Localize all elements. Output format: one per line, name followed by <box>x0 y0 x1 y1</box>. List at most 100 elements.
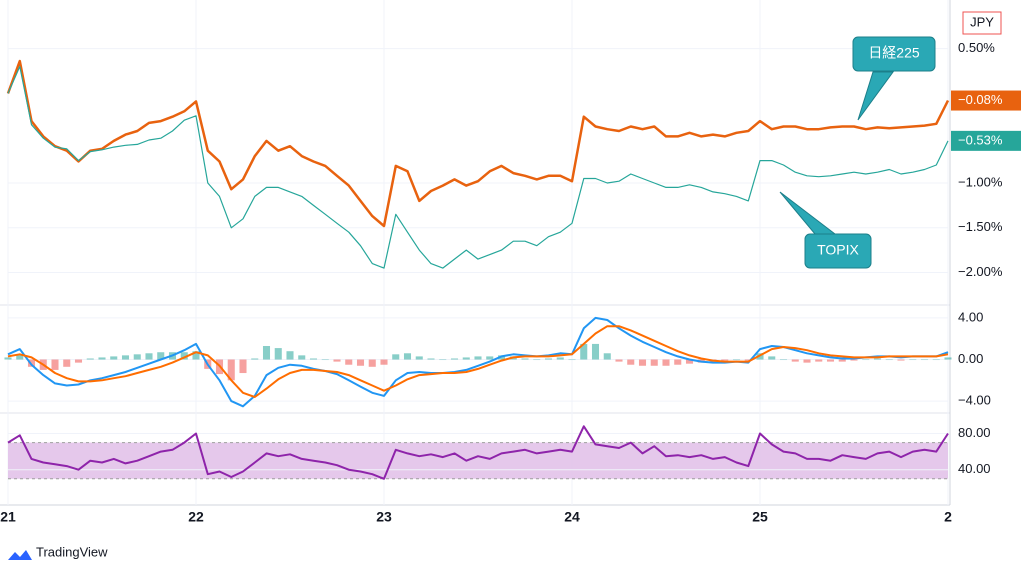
histogram-bar <box>368 359 376 367</box>
histogram-bar <box>415 356 423 360</box>
y-tick-label: −4.00 <box>958 393 991 408</box>
histogram-bar <box>873 358 882 360</box>
currency-box[interactable] <box>962 11 1002 35</box>
histogram-bar <box>791 359 799 362</box>
histogram-bar <box>568 359 576 361</box>
series-line <box>6 59 950 228</box>
series-line <box>7 325 949 398</box>
histogram-bar <box>862 359 870 361</box>
histogram-bar <box>662 359 670 366</box>
histogram-bar <box>16 354 24 360</box>
histogram-bar <box>450 358 459 360</box>
x-tick-label: 21 <box>0 509 16 525</box>
histogram-bar <box>380 359 388 365</box>
series-line <box>7 65 949 269</box>
y-tick-label: −1.00% <box>958 174 1003 189</box>
histogram-bar <box>63 359 71 367</box>
histogram-bar <box>685 359 694 364</box>
callout-pointer <box>857 71 894 121</box>
histogram-bar <box>262 346 271 360</box>
last-value-tag <box>951 130 1021 151</box>
histogram-bar <box>439 359 447 361</box>
histogram-bar <box>474 356 482 360</box>
histogram-bar <box>521 358 529 360</box>
histogram-bar <box>779 359 788 361</box>
last-value-tag <box>951 90 1021 111</box>
last-value-label: −0.08% <box>958 92 1003 107</box>
histogram-bar <box>850 359 858 361</box>
histogram-bar <box>932 359 940 361</box>
callout: 日経225 <box>852 36 936 121</box>
y-tick-label: 80.00 <box>958 425 991 440</box>
brand: TradingView <box>36 544 108 559</box>
histogram-bar <box>51 359 59 370</box>
histogram-bar <box>157 352 165 360</box>
histogram-bar <box>121 355 130 360</box>
histogram-bar <box>74 359 83 363</box>
callout-box <box>804 233 872 269</box>
histogram-bar <box>98 357 106 360</box>
histogram-bar <box>826 359 835 362</box>
histogram-bar <box>580 343 588 360</box>
histogram-bar <box>732 359 741 361</box>
histogram-bar <box>721 359 729 361</box>
histogram-bar <box>356 359 365 366</box>
histogram-bar <box>251 358 259 360</box>
callout-label: 日経225 <box>868 45 920 61</box>
y-tick-label: 40.00 <box>958 461 991 476</box>
last-value-label: −0.53% <box>958 132 1003 147</box>
series-line <box>7 425 949 480</box>
histogram-bar <box>768 356 776 360</box>
histogram-bar <box>4 357 12 360</box>
histogram-bar <box>180 352 188 360</box>
x-tick-label: 22 <box>188 509 204 525</box>
currency[interactable]: JPY <box>970 14 994 29</box>
histogram-bar <box>462 357 470 360</box>
histogram-bar <box>403 353 412 360</box>
x-tick-label: 23 <box>376 509 392 525</box>
rsi-band <box>8 442 948 479</box>
histogram-bar <box>803 359 811 363</box>
histogram-bar <box>392 354 400 360</box>
histogram-bar <box>86 358 94 360</box>
histogram-bar <box>556 357 564 360</box>
callout: TOPIX <box>779 191 872 269</box>
histogram-bar <box>591 343 600 360</box>
y-tick-label: 0.00 <box>958 351 983 366</box>
histogram-bar <box>145 353 153 360</box>
histogram-bar <box>838 359 846 362</box>
histogram-bar <box>544 358 553 360</box>
histogram-bar <box>627 359 635 365</box>
histogram-bar <box>885 359 893 361</box>
histogram-bar <box>533 359 541 361</box>
histogram-bar <box>815 359 823 362</box>
histogram-bar <box>321 359 329 361</box>
callout-box <box>852 36 936 72</box>
histogram-bar <box>298 355 306 360</box>
histogram-bar <box>615 359 623 362</box>
brand-logo: TradingView <box>8 544 108 560</box>
histogram-bar <box>638 359 647 366</box>
histogram-bar <box>674 359 682 365</box>
histogram-bar <box>345 359 353 365</box>
histogram-bar <box>274 348 282 360</box>
histogram-bar <box>744 359 752 361</box>
histogram-bar <box>133 354 141 360</box>
histogram-bar <box>333 359 341 362</box>
x-tick-label: 24 <box>564 509 580 525</box>
histogram-bar <box>897 359 905 361</box>
logo-icon <box>8 550 32 560</box>
y-tick-label: 4.00 <box>958 309 983 324</box>
histogram-bar <box>110 356 118 360</box>
histogram-bar <box>227 359 235 381</box>
histogram-bar <box>909 359 917 361</box>
histogram-bar <box>309 358 318 360</box>
histogram-bar <box>920 359 929 361</box>
x-tick-label: 25 <box>752 509 768 525</box>
histogram-bar <box>944 357 952 360</box>
histogram-bar <box>239 359 247 374</box>
series-line <box>7 316 949 408</box>
histogram-bar <box>427 358 435 360</box>
histogram-bar <box>286 351 294 360</box>
